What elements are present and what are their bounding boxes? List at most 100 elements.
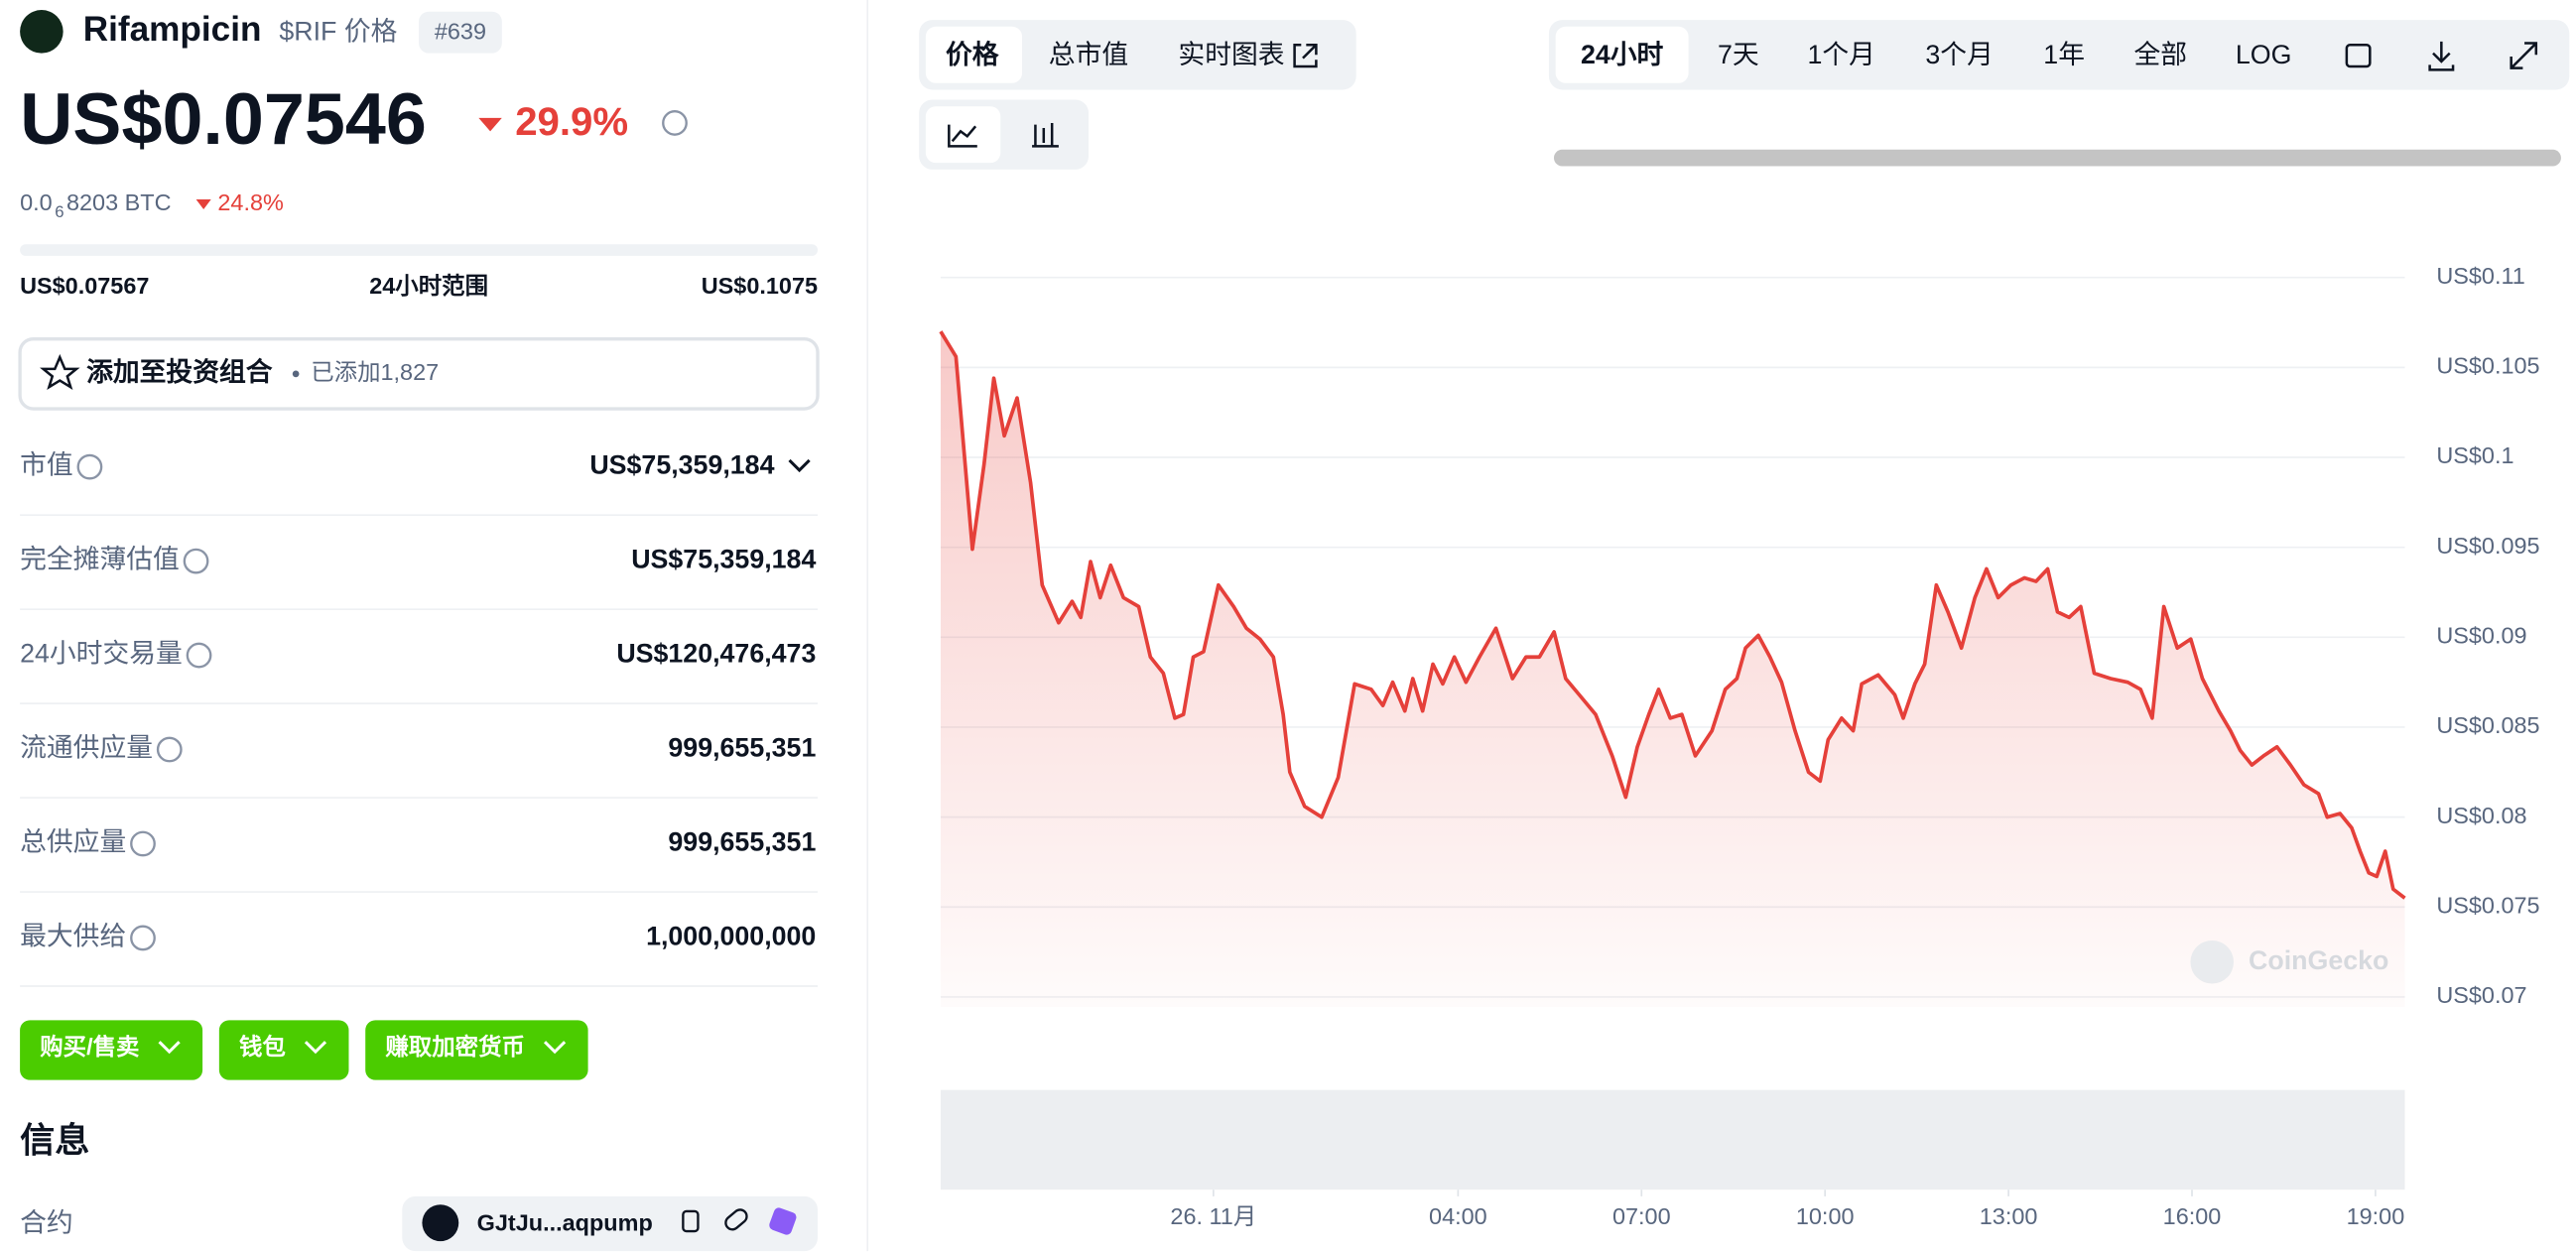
buttons: 购买/售卖 钱包 赚取加密货币 [20, 1020, 588, 1080]
stat-value: 999,655,351 [668, 827, 816, 857]
stat-label: 流通供应量 [20, 733, 153, 763]
price-change: 29.9% [515, 99, 628, 144]
info-icon[interactable] [130, 925, 156, 951]
action-button[interactable] [365, 1020, 588, 1080]
chart-tab[interactable]: 价格 [946, 40, 1000, 69]
button-label: 钱包 [239, 1033, 286, 1060]
portfolio-button[interactable] [18, 336, 820, 411]
btc-price-sub: 6 [55, 202, 64, 221]
range-tab-group [1548, 20, 2570, 90]
y-tick-label: US$0.085 [2436, 712, 2539, 738]
separator-dot [292, 370, 300, 378]
stat-label: 最大供给 [20, 922, 126, 951]
chevron [304, 1041, 327, 1055]
x-tick-label: 13:00 [1980, 1203, 2038, 1229]
external-icon [1293, 43, 1318, 68]
info-icon[interactable] [186, 642, 212, 669]
chart-tab-active [925, 26, 1023, 83]
star-icon [40, 353, 80, 391]
stat-value: US$120,476,473 [616, 639, 816, 669]
contract-pill[interactable] [402, 1195, 819, 1252]
button-label: 购买/售卖 [40, 1033, 139, 1060]
chart-tab[interactable]: 实时图表 [1178, 40, 1284, 69]
btc-price-tail: 8203 BTC [66, 189, 172, 215]
portfolio-added: 已添加1,827 [311, 359, 439, 385]
button-label: 赚取加密货币 [385, 1033, 525, 1060]
info-icon[interactable] [662, 110, 688, 136]
stat-value: US$75,359,184 [631, 545, 816, 574]
candle-icon[interactable] [1032, 122, 1059, 148]
price: US$0.07546 [20, 77, 427, 160]
x-tick-label: 07:00 [1612, 1203, 1671, 1229]
stat-value: US$75,359,184 [589, 450, 774, 480]
range-tab-active [1555, 26, 1689, 83]
watermark: CoinGecko [2249, 945, 2388, 975]
stat-value: 999,655,351 [668, 733, 816, 763]
coin-name: Rifampicin [83, 10, 262, 49]
info-icon[interactable] [76, 453, 103, 480]
range-low: US$0.07567 [20, 273, 149, 299]
x-tick-label: 16:00 [2163, 1203, 2222, 1229]
chart-tab-group [919, 20, 1356, 90]
y-tick-label: US$0.105 [2436, 353, 2539, 379]
range-tab[interactable]: 7天 [1718, 40, 1759, 69]
btc-price-lead: 0.0 [20, 189, 53, 215]
action-button[interactable] [20, 1020, 203, 1080]
range-tab[interactable]: 3个月 [1925, 40, 1993, 69]
chart-tab[interactable]: 总市值 [1049, 40, 1128, 69]
chevron[interactable] [788, 458, 811, 473]
link-icon[interactable] [723, 1207, 750, 1232]
coin-symbol: $RIF 价格 [279, 17, 397, 47]
chevron [158, 1041, 181, 1055]
y-tick-label: US$0.08 [2436, 803, 2526, 828]
rank: #639 [435, 19, 486, 45]
range-tab[interactable]: 1年 [2043, 40, 2085, 69]
info-icon[interactable] [130, 830, 156, 857]
y-tick-label: US$0.09 [2436, 622, 2526, 648]
contract-label: 合约 [20, 1207, 73, 1237]
info-icon[interactable] [183, 548, 209, 574]
price-chart: US$0.11 US$0.105 US$0.1 US$0.095 US$0.09 US$0… [939, 263, 2540, 1229]
scrollbar[interactable] [1553, 149, 2561, 167]
price-area [940, 331, 2405, 1007]
x-tick-label: 10:00 [1796, 1203, 1855, 1229]
wallet-icon[interactable] [768, 1206, 798, 1236]
contract-address: GJtJu...aqpump [477, 1210, 653, 1236]
stat-label: 市值 [20, 450, 73, 480]
action-button[interactable] [218, 1020, 349, 1080]
coin-logo [20, 10, 64, 54]
x-tick-label: 04:00 [1429, 1203, 1487, 1229]
copy-icon[interactable] [682, 1209, 700, 1233]
btc-change: 24.8% [217, 189, 283, 215]
watermark-logo [2190, 939, 2234, 984]
range-tab[interactable]: 全部 [2134, 40, 2188, 69]
range-tab[interactable]: 24小时 [1581, 40, 1664, 69]
stat-label: 24小时交易量 [20, 639, 183, 669]
calendar-icon[interactable] [2345, 43, 2372, 68]
volume-band [940, 1089, 2405, 1190]
y-tick-label: US$0.095 [2436, 533, 2539, 559]
range-label: 24小时范围 [369, 273, 488, 299]
chevron [543, 1041, 567, 1055]
download-icon[interactable] [2428, 41, 2455, 71]
stat-label: 总供应量 [20, 827, 126, 857]
y-tick-label: US$0.11 [2436, 263, 2524, 289]
range-tab[interactable]: LOG [2236, 40, 2292, 69]
y-tick-label: US$0.1 [2436, 442, 2513, 468]
stat-label: 完全摊薄估值 [20, 545, 180, 574]
down-arrow [478, 117, 502, 132]
x-tick-label: 19:00 [2347, 1203, 2405, 1229]
fullscreen-icon[interactable] [2510, 42, 2538, 69]
range-high: US$0.1075 [702, 273, 818, 299]
info-icon[interactable] [156, 736, 183, 763]
stat-value: 1,000,000,000 [646, 922, 816, 951]
chain-icon [422, 1204, 459, 1242]
range-tab[interactable]: 1个月 [1807, 40, 1874, 69]
stats: 市值 US$75,359,184 完全摊薄估值 US$75,359,184 24小时交易… [20, 450, 819, 987]
y-tick-label: US$0.075 [2436, 892, 2539, 918]
rank-badge [419, 11, 502, 54]
x-tick-label: 26. 11月 [1170, 1203, 1256, 1229]
line-icon [948, 124, 977, 148]
range-bar [20, 244, 819, 256]
